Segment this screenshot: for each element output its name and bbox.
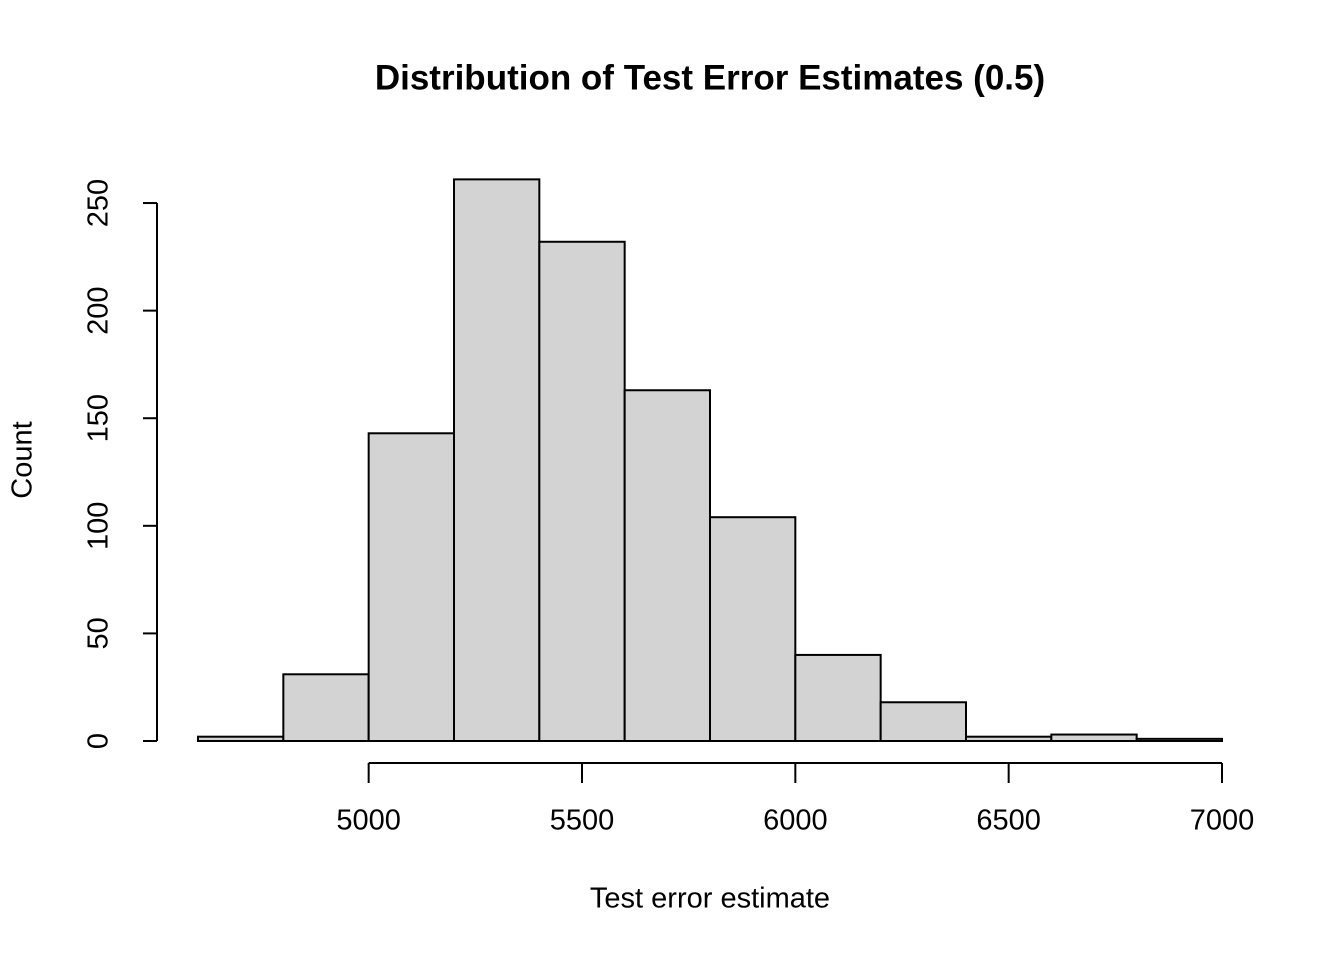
bar (538, 240, 626, 743)
y-axis-label: Count (7, 421, 39, 498)
x-tick-label: 7000 (1190, 805, 1255, 837)
x-tick-label: 5000 (336, 805, 401, 837)
x-tick-label: 6500 (976, 805, 1041, 837)
y-tick-label: 150 (83, 394, 115, 442)
bar (367, 432, 455, 742)
y-tick-label: 100 (83, 502, 115, 550)
chart-title: Distribution of Test Error Estimates (0.… (375, 58, 1045, 97)
bar (794, 653, 882, 742)
bar (965, 735, 1053, 742)
bar (197, 735, 285, 742)
x-tick-label: 5500 (550, 805, 615, 837)
x-axis-label: Test error estimate (590, 883, 830, 915)
y-tick-label: 0 (83, 733, 115, 749)
bar (709, 516, 797, 742)
bar (282, 673, 370, 743)
bar (879, 701, 968, 742)
bar (1135, 737, 1223, 742)
bar (453, 178, 541, 743)
bar (623, 389, 712, 742)
y-tick-label: 250 (83, 179, 115, 227)
y-tick-label: 200 (83, 286, 115, 334)
bar (1050, 733, 1138, 742)
x-tick-label: 6000 (763, 805, 828, 837)
y-tick-label: 50 (83, 617, 115, 649)
